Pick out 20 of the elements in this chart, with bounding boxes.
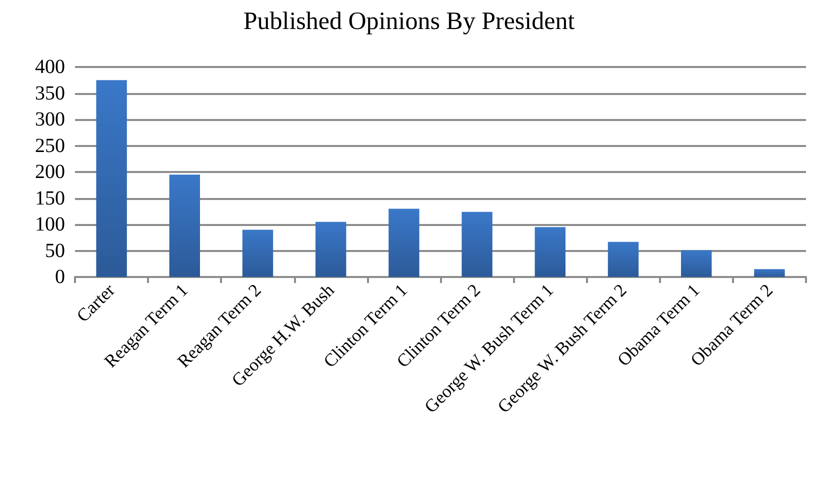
y-tick-label: 200 — [35, 161, 65, 183]
bar — [96, 80, 127, 277]
y-tick-label: 300 — [35, 108, 65, 130]
y-tick-label: 0 — [55, 266, 65, 288]
y-tick-label: 50 — [45, 240, 65, 262]
chart-title: Published Opinions By President — [243, 8, 575, 35]
y-tick-label: 150 — [35, 187, 65, 210]
y-tick-label: 100 — [35, 214, 65, 236]
y-tick-label: 250 — [35, 134, 65, 157]
bar — [242, 230, 274, 277]
bar — [534, 227, 566, 277]
bar — [316, 222, 346, 277]
bar — [754, 269, 785, 277]
y-tick-label: 400 — [35, 56, 65, 78]
bar — [169, 174, 200, 277]
bar — [608, 242, 639, 277]
bar — [462, 212, 492, 277]
bar — [681, 250, 712, 277]
y-tick-label: 350 — [35, 82, 65, 104]
bar — [388, 208, 420, 277]
